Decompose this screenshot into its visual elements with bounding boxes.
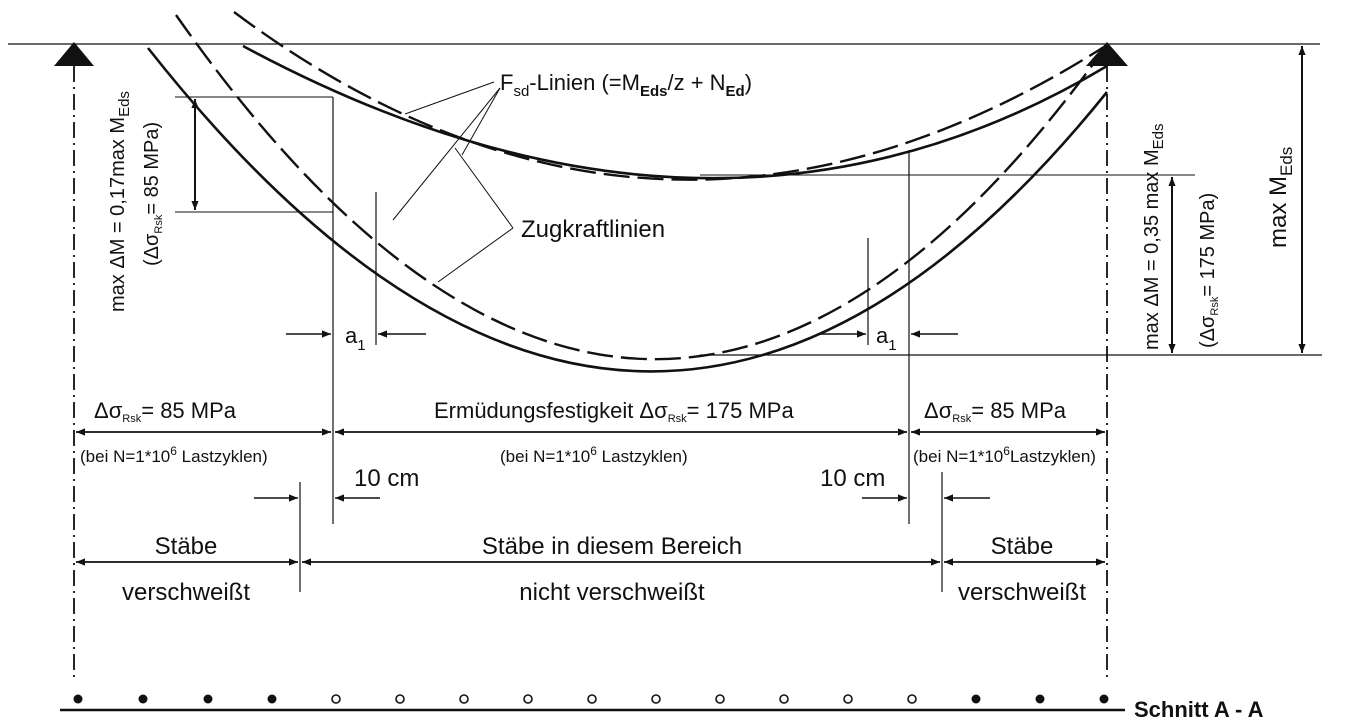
fsd-line-solid [242,44,1108,180]
right-a1-label: a1 [876,323,897,354]
middle-not-welded-label: nicht verschweißt [519,579,705,606]
left-welded-label: verschweißt [122,579,250,606]
bar-welded [1035,694,1045,704]
middle-cycles-label: (bei N=1*106 Lastzyklen) [500,444,688,466]
bar-not-welded [907,694,917,704]
bar-welded [203,694,213,704]
bar-welded [1099,694,1109,704]
leader-fsd-2 [392,87,501,221]
tension-line-dashed [175,14,1108,361]
fsd-line-dashed [233,11,1108,181]
right-cycles-label: (bei N=1*106Lastzyklen) [913,444,1096,466]
left-bars-label: Stäbe [155,533,218,560]
bar-welded [267,694,277,704]
right-stress-label: ΔσRsk= 85 MPa [924,398,1067,425]
section-title: Schnitt A - A [1134,697,1264,720]
right-welded-label: verschweißt [958,579,1086,606]
bar-not-welded [843,694,853,704]
bar-not-welded [587,694,597,704]
bar-not-welded [651,694,661,704]
right-sigma-label: (ΔσRsk= 175 MPa) [1197,193,1221,348]
right-10cm-label: 10 cm [820,465,885,492]
leader-fsd-1 [404,81,495,115]
bar-not-welded [779,694,789,704]
middle-stress-label: Ermüdungsfestigkeit ΔσRsk= 175 MPa [434,398,794,425]
bar-welded [73,694,83,704]
right-delta-m-label: max ΔM = 0,35 max MEds [1141,124,1167,351]
left-delta-m-label: max ΔM = 0,17max MEds [107,91,133,312]
leader-fsd-3 [461,87,501,156]
section-bars [73,694,1109,704]
bar-not-welded [395,694,405,704]
left-support-icon [54,42,94,66]
bar-welded [971,694,981,704]
right-bars-label: Stäbe [991,533,1054,560]
tension-lines-label: Zugkraftlinien [521,216,665,243]
bar-not-welded [715,694,725,704]
left-cycles-label: (bei N=1*106 Lastzyklen) [80,444,268,466]
bar-not-welded [523,694,533,704]
leader-zug-1 [454,147,514,229]
middle-bars-label: Stäbe in diesem Bereich [482,533,742,560]
tension-line-solid [146,47,1109,373]
left-sigma-label: (ΔσRsk= 85 MPa) [141,122,165,266]
max-meds-label: max MEds [1265,147,1296,248]
bar-not-welded [331,694,341,704]
left-a1-label: a1 [345,323,366,354]
bar-not-welded [459,694,469,704]
fsd-lines-label: Fsd-Linien (=MEds/z + NEd) [500,70,752,100]
leader-zug-2 [437,227,514,283]
bar-welded [138,694,148,704]
left-10cm-label: 10 cm [354,465,419,492]
left-stress-label: ΔσRsk= 85 MPa [94,398,237,425]
